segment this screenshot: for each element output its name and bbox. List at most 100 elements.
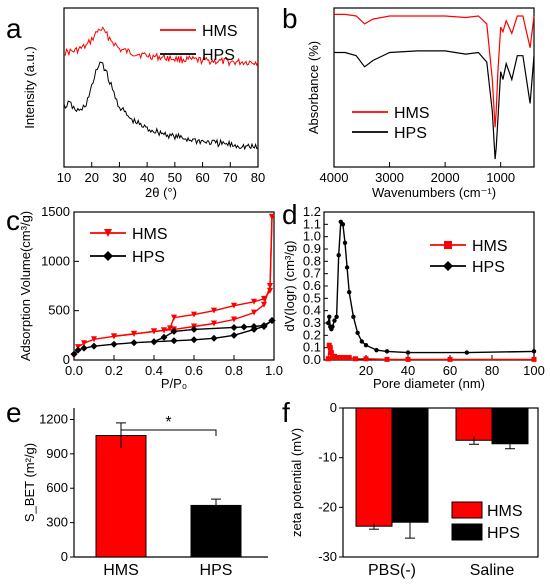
panel-a-xtick-label: 20 (84, 170, 98, 185)
panel-d-point-hms (363, 356, 369, 362)
panel-c-point-hms (171, 314, 177, 321)
panel-a-xtick-label: 80 (251, 170, 265, 185)
panel-f-ytick-label: 0 (330, 400, 337, 415)
panel-c-ylabel: Adsorption Volume(cm³/g) (18, 211, 33, 361)
panel-e-significance-bracket (120, 429, 217, 436)
panel-c-point-hms (251, 298, 257, 305)
panel-c-ytick-label: 0 (63, 352, 70, 367)
panel-d-ytick-label: 0.3 (303, 315, 321, 330)
panel-e-significance-marker: * (165, 414, 171, 431)
panel-e-category-label: HMS (103, 562, 139, 579)
panel-d-point-hps (384, 349, 390, 354)
panel-d-ytick-label: 1.1 (303, 216, 321, 231)
panel-d-hps-legend-label: HPS (472, 259, 505, 276)
panel-c-point-hps (80, 344, 88, 352)
panel-d-point-hms (325, 356, 331, 362)
panel-d-point-hms (447, 356, 453, 362)
panel-d-ytick-label: 0.0 (303, 352, 321, 367)
panel-e-ytick-label: 300 (46, 515, 68, 530)
panel-f-legend-label-hps: HPS (487, 525, 520, 542)
panel-d-ytick-label: 0.4 (303, 303, 321, 318)
panel-d-ytick-label: 0.1 (303, 340, 321, 355)
panel-e-letter: e (6, 397, 22, 428)
panel-f-category-label: Saline (470, 562, 515, 579)
panel-d-xtick-label: 20 (359, 363, 373, 378)
panel-b-xtick-label: 4000 (320, 170, 349, 185)
panel-c-xtick-label: 0.4 (145, 363, 163, 378)
panel-d-ytick-label: 0.7 (303, 266, 321, 281)
panel-a-xtick-label: 30 (112, 170, 126, 185)
panel-a-ylabel: Intensity (a.u.) (22, 46, 37, 128)
panel-e-ytick-label: 0 (61, 549, 68, 564)
panel-d-point-hms (353, 356, 358, 362)
panel-d-point-hps (405, 350, 411, 355)
panel-e-bar-hms (95, 435, 147, 558)
panel-d-point-hms (342, 355, 348, 361)
panel-c-point-hms (151, 328, 157, 335)
panel-c-ytick-label: 1000 (41, 253, 70, 268)
panel-c-hms-legend-marker (104, 229, 112, 237)
panel-c-xtick-label: 1.0 (265, 363, 283, 378)
panel-d-point-hps (332, 318, 337, 323)
panel-c-letter: c (6, 205, 20, 236)
panel-c-point-hms (161, 327, 167, 334)
panel-c-point-hms (111, 333, 117, 340)
panel-d-ylabel: dV(logr) (cm³/g) (282, 240, 297, 331)
panel-c-point-hms (261, 301, 267, 308)
panel-c-point-hps (150, 338, 158, 346)
panel-d-ytick-label: 1.0 (303, 229, 321, 244)
panel-f-category-label: PBS(-) (368, 562, 416, 579)
panel-c-point-hps (210, 334, 218, 342)
panel-c-point-hps (110, 340, 118, 348)
panel-c-point-hms (131, 330, 137, 337)
panel-c-point-hms (269, 213, 275, 220)
panel-d-hms-legend-label: HMS (472, 238, 508, 255)
panel-c-point-hms (231, 316, 237, 323)
panel-c-point-hps (190, 325, 198, 333)
panel-f-bar-hps (391, 407, 429, 523)
panel-d-point-hps (340, 222, 346, 227)
panel-d-ytick-label: 0.5 (303, 290, 321, 305)
panel-d-point-hms (384, 356, 390, 362)
panel-f-legend-swatch-hms (451, 501, 483, 519)
panel-f-ylabel: zeta potential (mV) (289, 428, 304, 537)
panel-d-frame (323, 211, 535, 361)
panel-d-ytick-label: 0.2 (303, 327, 321, 342)
panel-a-frame (63, 7, 259, 168)
panel-e-ylabel: S_BET (m²/g) (22, 443, 37, 522)
panel-c-series-0 (73, 216, 273, 357)
panel-c-hps-legend-marker (103, 251, 113, 261)
panel-c-point-hps (268, 317, 276, 325)
panel-c-point-hps (250, 322, 258, 330)
panel-f-bar-hps (491, 407, 529, 445)
panel-f-bar-hms (355, 407, 393, 527)
panel-c-xtick-label: 0.8 (225, 363, 243, 378)
panel-d-xtick-label: 80 (485, 363, 499, 378)
panel-c-xlabel: P/P₀ (161, 376, 187, 391)
panel-d-point-hms (405, 356, 411, 362)
panel-c-point-hms (251, 309, 257, 316)
panel-c-point-hms (211, 307, 217, 314)
panel-e-category-label: HPS (200, 562, 233, 579)
panel-d-point-hps (330, 324, 335, 329)
panel-a-xtick-label: 70 (223, 170, 237, 185)
panel-a-xtick-label: 40 (140, 170, 154, 185)
panel-f-ytick-label: -30 (318, 549, 337, 564)
panel-f-bar-hms (455, 407, 493, 441)
panel-b-xtick-label: 1000 (486, 170, 515, 185)
panel-c-point-hms (167, 325, 173, 332)
panel-a-xtick-label: 60 (195, 170, 209, 185)
panel-b-series-hms (334, 13, 535, 128)
panel-f-ytick-label: -10 (318, 450, 337, 465)
panel-d-xtick-label: 100 (523, 363, 545, 378)
panel-b-xtick-label: 2000 (431, 170, 460, 185)
panel-c-ytick-label: 1500 (41, 204, 70, 219)
panel-d-ytick-label: 0.9 (303, 241, 321, 256)
panel-d-xlabel: Pore diameter (nm) (373, 376, 485, 391)
panel-b-xlabel: Wavenumbers (cm⁻¹) (372, 185, 496, 200)
panel-c-hps-legend-label: HPS (132, 249, 165, 266)
panel-c-point-hms (267, 287, 273, 294)
panel-d-point-hps (326, 320, 331, 326)
panel-e-bar-hps (190, 504, 242, 558)
